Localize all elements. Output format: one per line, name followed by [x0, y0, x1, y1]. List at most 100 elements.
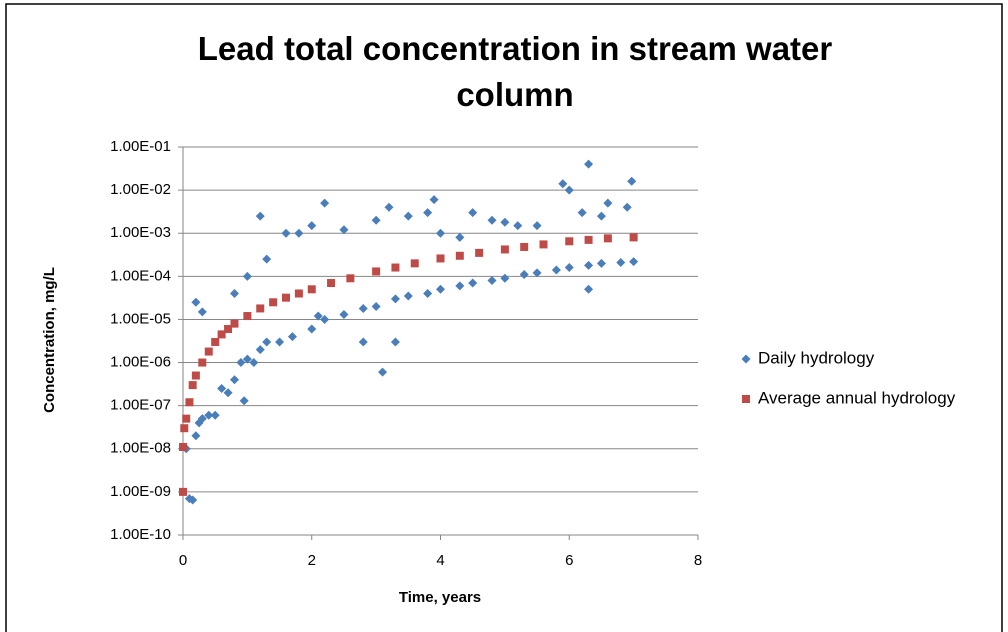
- point: [539, 240, 548, 249]
- point: [358, 337, 368, 347]
- point: [242, 354, 252, 364]
- point: [622, 202, 632, 212]
- point: [629, 233, 638, 242]
- point: [327, 279, 336, 288]
- point: [320, 198, 330, 208]
- y-axis-label: Concentration, mg/L: [41, 267, 58, 413]
- point: [188, 495, 198, 505]
- point: [204, 410, 214, 420]
- legend-label: Average annual hydrology: [758, 388, 956, 407]
- point: [577, 208, 587, 218]
- point: [603, 198, 613, 208]
- point: [313, 311, 323, 321]
- point: [500, 273, 510, 283]
- x-tick-label: 2: [308, 552, 316, 569]
- point: [403, 211, 413, 221]
- point: [371, 301, 381, 311]
- point: [378, 367, 388, 377]
- point: [188, 381, 197, 390]
- point: [217, 330, 226, 339]
- x-tick-label: 8: [694, 552, 702, 569]
- point: [249, 358, 259, 368]
- point: [603, 234, 612, 243]
- point: [358, 303, 368, 313]
- point: [294, 289, 303, 298]
- point: [500, 245, 509, 254]
- point: [191, 297, 201, 307]
- point: [339, 310, 349, 320]
- point: [230, 319, 239, 328]
- point: [390, 294, 400, 304]
- legend-label: Daily hydrology: [758, 348, 875, 367]
- point: [436, 254, 445, 263]
- point: [564, 263, 574, 273]
- y-tick-label: 1.00E-04: [110, 267, 171, 284]
- point: [403, 291, 413, 301]
- y-tick-label: 1.00E-05: [110, 310, 171, 327]
- point: [500, 217, 510, 227]
- point: [584, 235, 593, 244]
- x-tick-label: 6: [565, 552, 573, 569]
- point: [584, 159, 594, 169]
- point: [256, 304, 265, 313]
- point: [307, 221, 317, 231]
- point: [436, 284, 445, 294]
- point: [487, 215, 497, 225]
- point: [390, 337, 400, 347]
- y-tick-label: 1.00E-07: [110, 397, 171, 414]
- point: [223, 388, 233, 398]
- y-tick-label: 1.00E-02: [110, 181, 171, 198]
- point: [532, 221, 542, 231]
- point: [455, 281, 465, 291]
- point: [391, 263, 400, 272]
- point: [185, 398, 194, 407]
- point: [616, 257, 626, 267]
- x-axis-label: Time, years: [399, 589, 481, 606]
- point: [211, 337, 220, 346]
- point: [320, 314, 330, 324]
- chart-title: Lead total concentration in stream water…: [198, 30, 833, 113]
- point: [287, 332, 297, 342]
- point: [339, 225, 349, 235]
- point: [307, 285, 316, 294]
- y-tick-label: 1.00E-01: [110, 138, 171, 155]
- point: [197, 414, 207, 424]
- point: [565, 237, 574, 246]
- point: [596, 211, 606, 221]
- point: [269, 298, 278, 307]
- y-tick-label: 1.00E-06: [110, 354, 171, 371]
- point: [519, 270, 529, 280]
- y-tick-label: 1.00E-09: [110, 483, 171, 500]
- point: [475, 248, 484, 257]
- point: [236, 358, 246, 368]
- point: [423, 288, 433, 298]
- chart-border: [5, 3, 1003, 632]
- point: [182, 414, 191, 423]
- point: [384, 202, 394, 212]
- point: [455, 251, 464, 260]
- point: [513, 221, 523, 231]
- legend-marker: [741, 354, 751, 364]
- point: [429, 195, 439, 205]
- y-tick-label: 1.00E-08: [110, 440, 171, 457]
- point: [179, 442, 187, 451]
- legend-marker: [742, 395, 750, 403]
- point: [282, 293, 290, 302]
- point: [346, 274, 355, 283]
- point: [262, 254, 272, 264]
- point: [584, 284, 594, 294]
- point: [629, 257, 639, 267]
- point: [275, 337, 285, 347]
- point: [371, 215, 381, 225]
- point: [584, 260, 594, 270]
- y-tick-label: 1.00E-10: [110, 526, 171, 543]
- point: [197, 307, 207, 317]
- point: [191, 431, 201, 441]
- point: [564, 185, 574, 195]
- y-tick-label: 1.00E-03: [110, 224, 171, 241]
- point: [230, 288, 239, 298]
- point: [191, 371, 200, 380]
- point: [455, 232, 465, 242]
- x-tick-label: 0: [179, 552, 187, 569]
- point: [423, 208, 433, 218]
